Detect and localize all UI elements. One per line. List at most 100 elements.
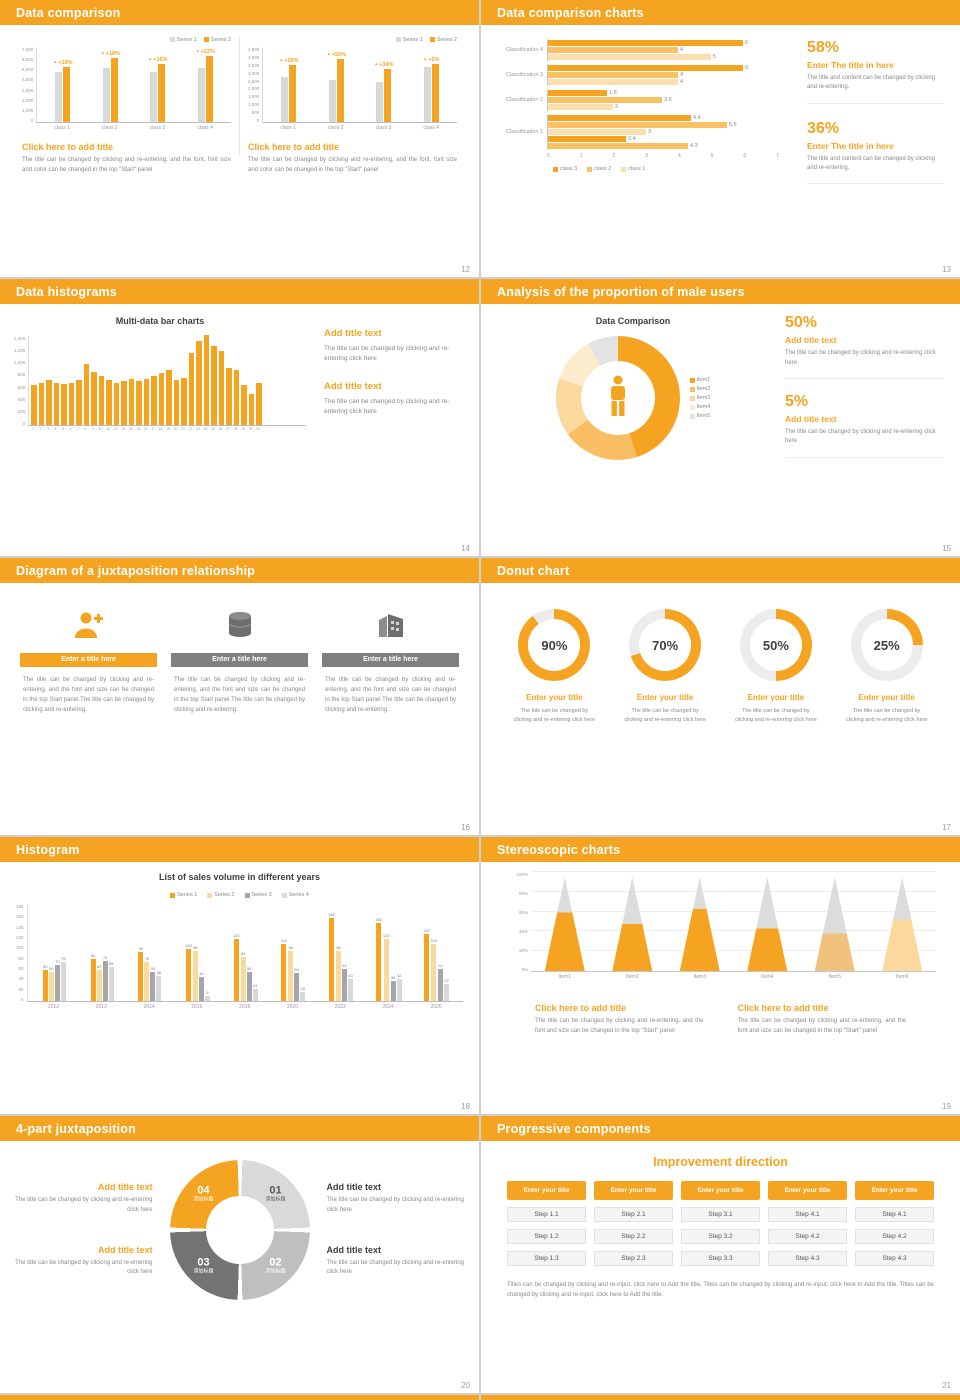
- segment-label: 04 添加标题: [193, 1185, 213, 1204]
- page-number: 17: [942, 823, 951, 832]
- bar: [150, 972, 156, 1001]
- slide-17-donut-chart[interactable]: Donut chart 90% Enter your title The title…: [481, 558, 960, 835]
- chart-legend: class 3 class 2 class 1: [491, 166, 787, 172]
- value-label: 65: [108, 961, 114, 966]
- x-tick-label: 23: [196, 427, 200, 431]
- legend-label: Series 3: [251, 892, 272, 898]
- x-tick-label: 21: [181, 427, 185, 431]
- title-button: Enter your title: [594, 1181, 673, 1200]
- bar-column: 94: [138, 946, 144, 1001]
- y-tick-label: 4,000: [22, 77, 34, 83]
- block-title: Click here to add title: [535, 1003, 627, 1013]
- grid-line: [531, 930, 936, 932]
- slide-20-four-part-juxtaposition[interactable]: 4-part juxtaposition Add title text The …: [0, 1116, 479, 1393]
- grouped-bar-chart: 185 160 140 120 100 80 60 40 20 0 60 55 70 75 80 60 78 65…: [16, 904, 463, 1010]
- page-number: 13: [942, 265, 951, 274]
- bar: [46, 380, 52, 425]
- bar-group: 130 110 62 32: [412, 928, 460, 1001]
- slide-19-stereoscopic-charts[interactable]: Stereoscopic charts 100% 80% 60% 40% 20% 0% It…: [481, 837, 960, 1114]
- arrow-up-icon: ▲: [423, 56, 428, 61]
- series-1-bar: [150, 71, 158, 122]
- bar-group: 110 96 54 18: [269, 938, 317, 1001]
- y-axis: 100% 80% 60% 40% 20% 0%: [505, 872, 531, 972]
- bar-column: 55: [150, 966, 156, 1001]
- step-item: Step 2.3: [594, 1251, 673, 1266]
- legend-label: Series 2: [436, 36, 457, 43]
- x-tick-label: 31: [256, 427, 260, 431]
- title-bar: Enter a title here: [322, 653, 459, 667]
- title-button: Enter your title: [768, 1181, 847, 1200]
- right-text-blocks: Add title text The title can be changed …: [327, 1182, 475, 1277]
- step-item: Step 4.2: [768, 1229, 847, 1244]
- slide-14-data-histograms[interactable]: Data histograms Multi-data bar charts 1,…: [0, 279, 479, 556]
- bar-column: 96: [336, 945, 342, 1001]
- slide-13-data-comparison-charts[interactable]: Data comparison charts Classification 4 6…: [481, 0, 960, 277]
- x-tick-label: 5: [710, 153, 714, 159]
- y-tick-label: 0: [30, 117, 34, 123]
- block-title: Add title text: [97, 1182, 153, 1193]
- chart-title: Multi-data bar charts: [115, 316, 205, 326]
- segment-title: 添加标题: [193, 1196, 214, 1203]
- bar: [548, 143, 688, 149]
- slide-21-progressive-components[interactable]: Progressive components Improvement direc…: [481, 1116, 960, 1393]
- bar-group: ▲+18%: [87, 50, 134, 122]
- bar-column: 96: [192, 945, 198, 1001]
- slide-18-histogram[interactable]: Histogram List of sales volume in differ…: [0, 837, 479, 1114]
- x-tick-label: 10: [98, 427, 103, 431]
- stats-column: 58% Enter The title in here The title an…: [787, 39, 944, 185]
- step-item: Step 3.2: [681, 1229, 760, 1244]
- legend-label: Series 4: [288, 892, 309, 898]
- legend-swatch: [689, 395, 695, 401]
- series-1-bar: [423, 66, 431, 122]
- bar-column: 78: [102, 955, 108, 1001]
- stat-block: 58% Enter The title in here The title an…: [807, 39, 944, 104]
- bar-group: ▲+10%: [39, 59, 86, 122]
- bar: [108, 967, 114, 1001]
- x-tick-label: 24: [203, 427, 208, 431]
- bar: [256, 383, 262, 425]
- y-tick-label: 2,500: [248, 78, 260, 84]
- grid-line: [531, 950, 936, 952]
- slide-15-male-users-analysis[interactable]: Analysis of the proportion of male users…: [481, 279, 960, 556]
- bar: [61, 384, 67, 425]
- x-tick-label: 12: [113, 427, 118, 431]
- bar: [138, 952, 144, 1001]
- bar: [281, 944, 287, 1001]
- legend-swatch: [587, 166, 593, 172]
- slide-12-data-comparison[interactable]: Data comparison Series 1 Series 2 7,000 6,…: [0, 0, 479, 277]
- bar-group: 94 75 55 48: [126, 946, 174, 1001]
- bar-group: 100 96 46 9: [174, 943, 222, 1001]
- y-tick-label: 0: [256, 117, 260, 123]
- y-tick-label: 80: [18, 955, 24, 961]
- bar: [246, 972, 252, 1001]
- bar-column: 32: [444, 978, 450, 1001]
- bar: [90, 959, 96, 1001]
- slide-title: Histogram: [16, 842, 80, 857]
- arrow-up-icon: ▲: [326, 51, 331, 56]
- y-tick-label: 3,000: [22, 87, 34, 93]
- bar-annotation: ▲+5%: [423, 56, 440, 63]
- x-tick-label: class 3: [149, 125, 166, 131]
- x-tick-label: 4: [54, 427, 57, 431]
- bar-column: 18: [300, 986, 306, 1001]
- step-item: Step 2.2: [594, 1229, 673, 1244]
- value-label: 5: [713, 54, 717, 60]
- bar: [548, 129, 646, 135]
- histogram-area: Multi-data bar charts 1,400 1,200 1,000 800…: [14, 312, 306, 434]
- bar: [198, 977, 204, 1001]
- bar: [233, 939, 239, 1001]
- bar: [151, 376, 157, 425]
- bar-group: 150 120 38 42: [365, 917, 413, 1001]
- bar: [181, 378, 187, 425]
- slide-16-juxtaposition-diagram[interactable]: Diagram of a juxtaposition relationship …: [0, 558, 479, 835]
- value-label: 100: [185, 943, 192, 948]
- bar: [218, 351, 225, 425]
- segment-title: 添加标题: [193, 1268, 214, 1275]
- y-tick-label: 5,000: [22, 67, 34, 73]
- legend-swatch: [170, 892, 176, 898]
- bar-column: 70: [54, 959, 60, 1001]
- bar-group: 160 96 62 43: [317, 912, 365, 1001]
- y-tick-label: 140: [16, 924, 24, 930]
- bar-annotation: ▲+50%: [326, 51, 347, 58]
- text-blocks: Click here to add title The title can be…: [505, 980, 936, 1036]
